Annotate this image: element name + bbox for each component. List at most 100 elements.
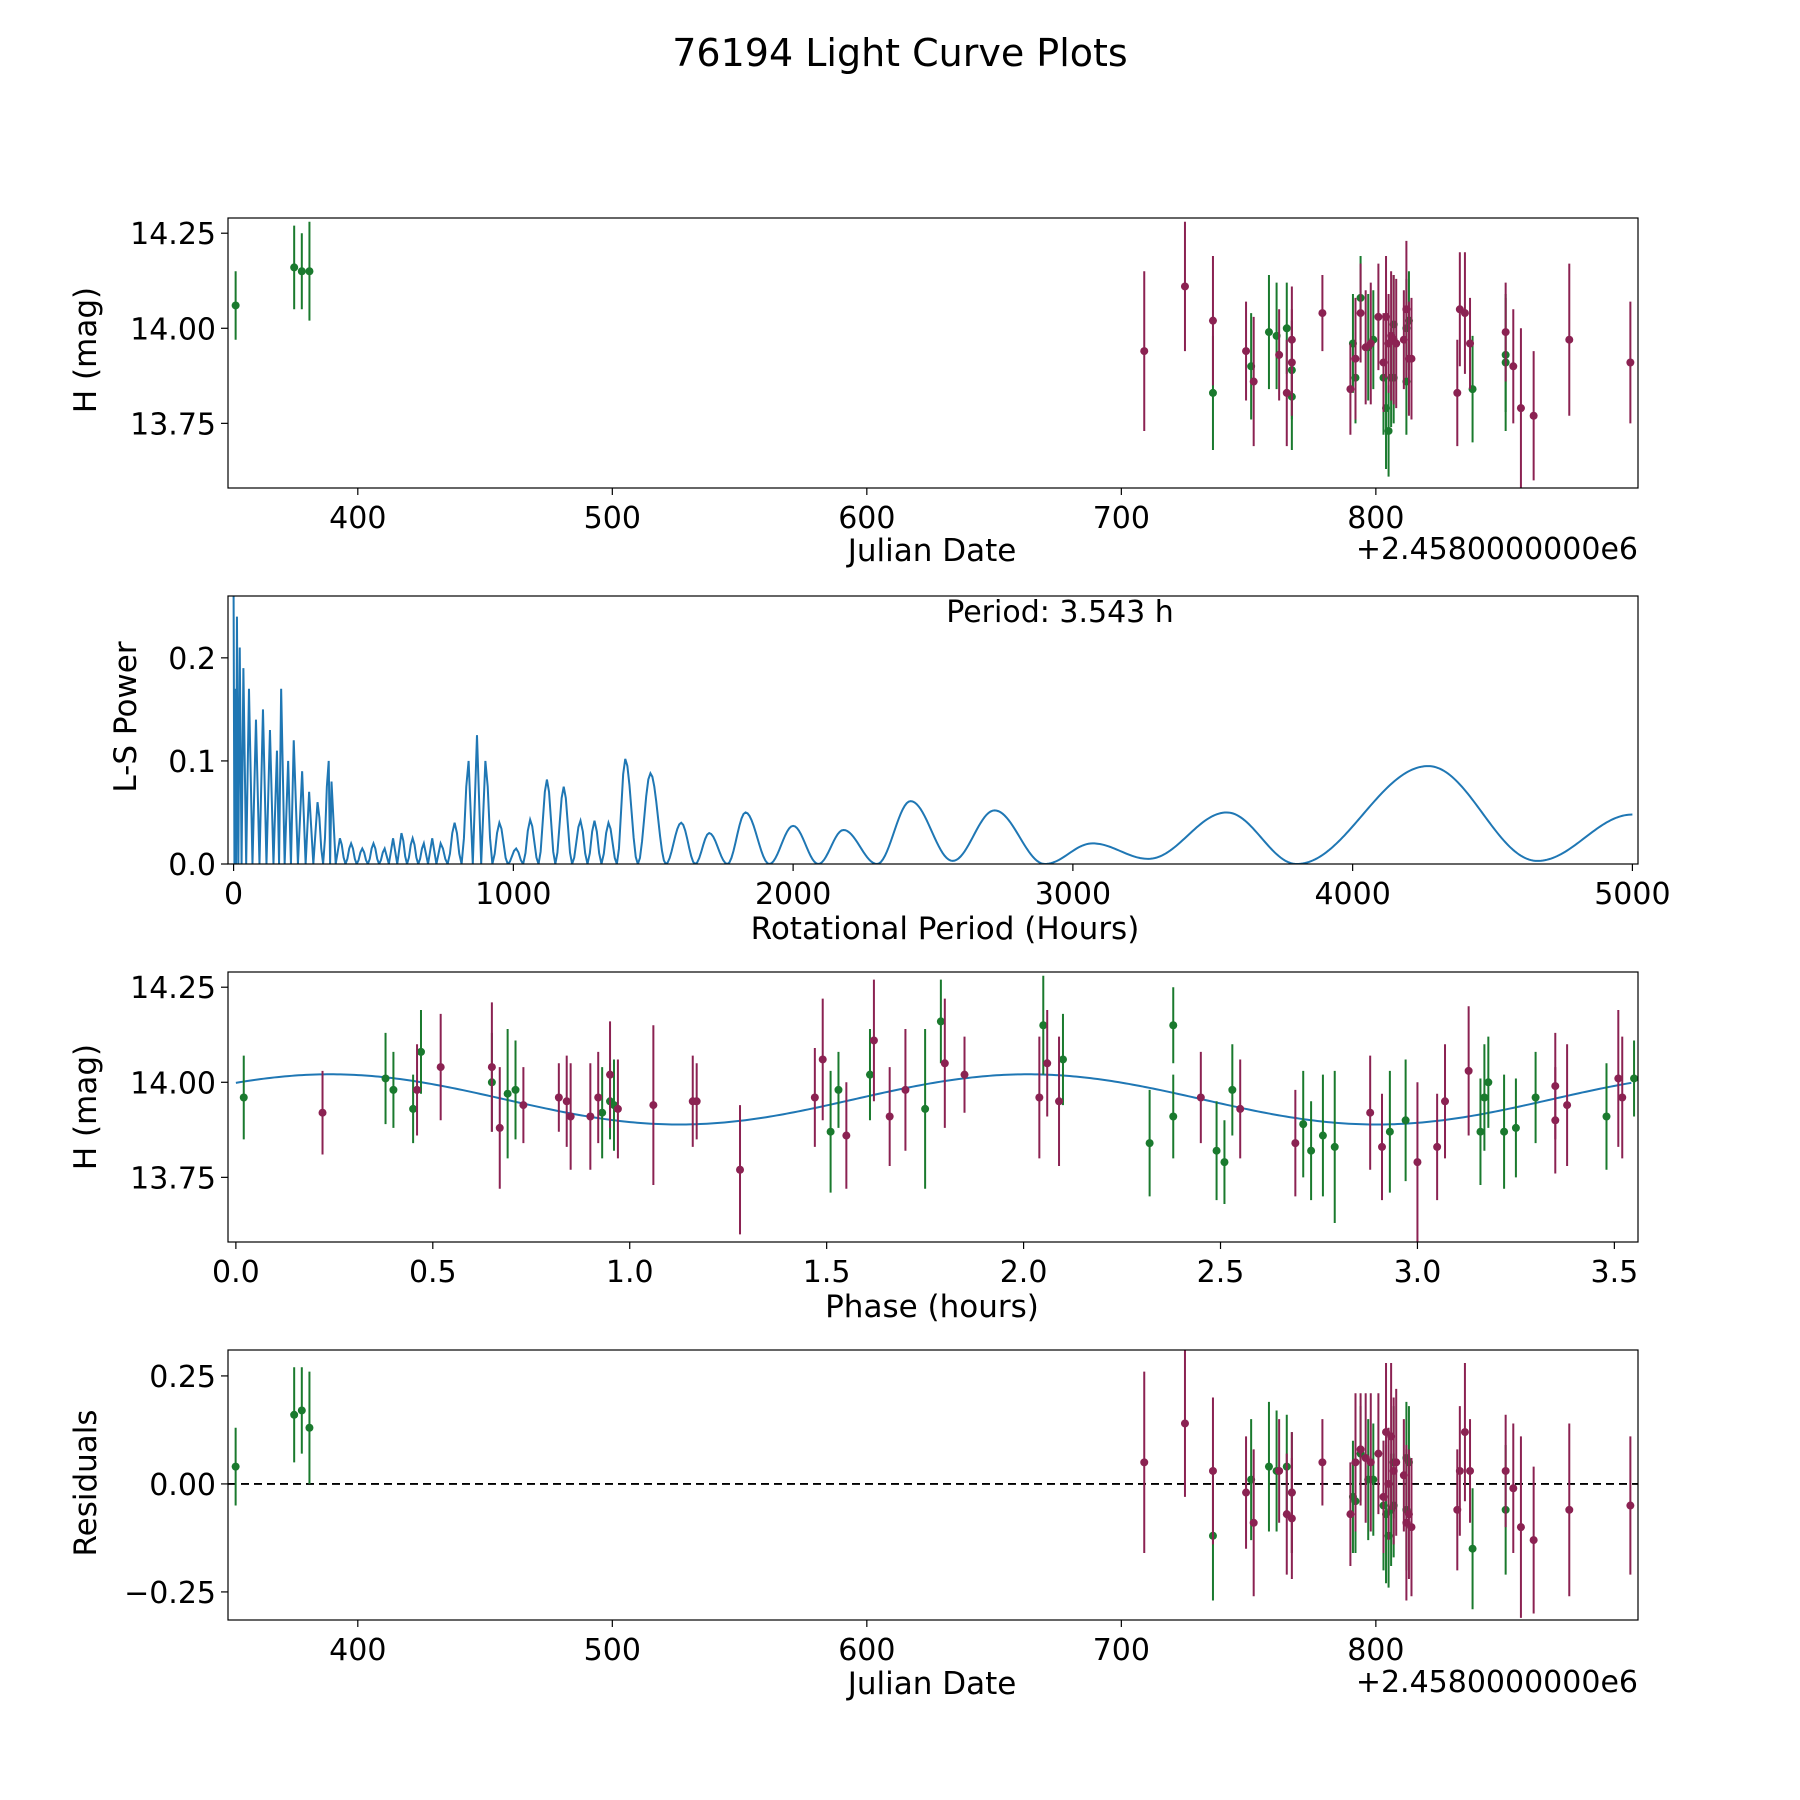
phase-fold-point-r: [649, 1101, 658, 1110]
phase-fold-point-g: [826, 1127, 835, 1136]
period-annotation: Period: 3.543 h: [946, 595, 1174, 630]
light-curve-ytick-label: 14.00: [130, 312, 216, 347]
light-curve-ytick-label: 13.75: [130, 407, 216, 442]
residuals-frame: [227, 1349, 1639, 1621]
residuals-point-g: [1264, 1462, 1273, 1471]
phase-fold-xtick-label: 3.5: [1591, 1255, 1639, 1290]
light-curve-x-offset: +2.4580000000e6: [1356, 532, 1638, 567]
light-curve-point-r: [1242, 347, 1251, 356]
phase-fold-point-r: [1196, 1093, 1205, 1102]
residuals-point-r: [1626, 1501, 1635, 1510]
phase-fold-plot-area: [235, 975, 1638, 1242]
light-curve-point-r: [1565, 335, 1574, 344]
periodogram-frame: [227, 595, 1639, 865]
phase-fold-ylabel: H (mag): [68, 1044, 104, 1170]
light-curve-xtick-label: 400: [329, 501, 386, 536]
light-curve-point-r: [1626, 358, 1635, 367]
light-curve-point-r: [1275, 350, 1284, 359]
phase-fold-point-r: [1464, 1066, 1473, 1075]
periodogram-xtick-label: 3000: [1035, 877, 1111, 912]
light-curve-xtick-label: 800: [1347, 501, 1404, 536]
light-curve-point-r: [1529, 411, 1538, 420]
light-curve-point-r: [1516, 404, 1525, 413]
phase-fold-point-g: [598, 1108, 607, 1117]
phase-fold-point-g: [1299, 1120, 1308, 1129]
residuals-point-g: [297, 1406, 306, 1415]
periodogram-power-line: [232, 596, 1633, 864]
residuals-point-g: [1468, 1544, 1477, 1553]
phase-fold-point-g: [1228, 1085, 1237, 1094]
phase-fold-point-g: [381, 1074, 390, 1083]
residuals-xlabel: Julian Date: [846, 1666, 1017, 1702]
light-curve-point-g: [297, 267, 306, 276]
residuals-point-r: [1529, 1536, 1538, 1545]
phase-fold-point-r: [960, 1070, 969, 1079]
phase-fold-point-g: [1385, 1127, 1394, 1136]
phase-fold-point-g: [1058, 1055, 1067, 1064]
phase-fold-point-r: [1614, 1074, 1623, 1083]
residuals-point-r: [1565, 1505, 1574, 1514]
phase-fold-point-g: [936, 1017, 945, 1026]
residuals-point-g: [305, 1423, 314, 1432]
phase-fold-point-r: [1563, 1101, 1572, 1110]
phase-fold-point-r: [885, 1112, 894, 1121]
phase-fold-point-r: [1366, 1108, 1375, 1117]
phase-fold-point-g: [1145, 1139, 1154, 1148]
light-curve-point-r: [1318, 309, 1327, 318]
phase-fold-point-r: [613, 1104, 622, 1113]
light-curve-xtick-label: 500: [584, 501, 641, 536]
phase-fold-xtick-label: 0.5: [409, 1255, 457, 1290]
light-curve-point-r: [1180, 282, 1189, 291]
light-curve-point-r: [1140, 347, 1149, 356]
residuals-xtick-label: 500: [584, 1633, 641, 1668]
phase-fold-point-g: [503, 1089, 512, 1098]
residuals-point-r: [1374, 1449, 1383, 1458]
periodogram-xtick-label: 0: [224, 877, 243, 912]
light-curve-point-r: [1509, 362, 1518, 371]
periodogram-plot-area: [232, 596, 1633, 864]
light-curve-point-r: [1392, 339, 1401, 348]
phase-fold-point-g: [416, 1047, 425, 1056]
light-curve-ytick-label: 14.25: [130, 217, 216, 252]
phase-fold-xlabel: Phase (hours): [825, 1289, 1039, 1325]
phase-fold-ytick-label: 14.00: [130, 1066, 216, 1101]
phase-fold-point-g: [511, 1085, 520, 1094]
periodogram-ytick-label: 0.1: [168, 745, 216, 780]
phase-fold-point-r: [562, 1097, 571, 1106]
residuals-point-r: [1455, 1466, 1464, 1475]
residuals-point-r: [1275, 1466, 1284, 1475]
residuals-point-r: [1287, 1488, 1296, 1497]
phase-fold-xtick-label: 2.0: [1000, 1255, 1048, 1290]
phase-fold-point-g: [1401, 1116, 1410, 1125]
phase-fold-point-g: [1169, 1021, 1178, 1030]
phase-fold-point-g: [834, 1085, 843, 1094]
phase-fold-xtick-label: 0.0: [212, 1255, 260, 1290]
residuals-panel: Residuals Julian Date +2.4580000000e6 40…: [68, 1349, 1639, 1702]
phase-fold-point-r: [1377, 1142, 1386, 1151]
light-curve-ylabel: H (mag): [68, 287, 104, 413]
periodogram-xlabel: Rotational Period (Hours): [751, 911, 1140, 947]
phase-fold-point-g: [1511, 1123, 1520, 1132]
phase-fold-point-g: [239, 1093, 248, 1102]
phase-fold-point-r: [1441, 1097, 1450, 1106]
phase-fold-xtick-label: 1.5: [803, 1255, 851, 1290]
light-curve-point-g: [305, 267, 314, 276]
residuals-point-g: [231, 1462, 240, 1471]
light-curve-point-r: [1346, 385, 1355, 394]
phase-fold-ytick-label: 14.25: [130, 971, 216, 1006]
light-curve-point-g: [231, 301, 240, 310]
phase-fold-point-g: [1039, 1021, 1048, 1030]
phase-fold-model-curve: [235, 1073, 1632, 1126]
phase-fold-point-r: [487, 1063, 496, 1072]
phase-fold-point-r: [318, 1108, 327, 1117]
phase-fold-point-g: [1476, 1127, 1485, 1136]
phase-fold-point-r: [1433, 1142, 1442, 1151]
phase-fold-point-r: [901, 1085, 910, 1094]
light-curve-point-r: [1282, 388, 1291, 397]
residuals-point-r: [1242, 1488, 1251, 1497]
light-curve-point-r: [1407, 354, 1416, 363]
phase-fold-point-r: [586, 1112, 595, 1121]
phase-fold-xtick-label: 2.5: [1197, 1255, 1245, 1290]
light-curve-point-r: [1466, 339, 1475, 348]
light-curve-point-g: [1264, 328, 1273, 337]
